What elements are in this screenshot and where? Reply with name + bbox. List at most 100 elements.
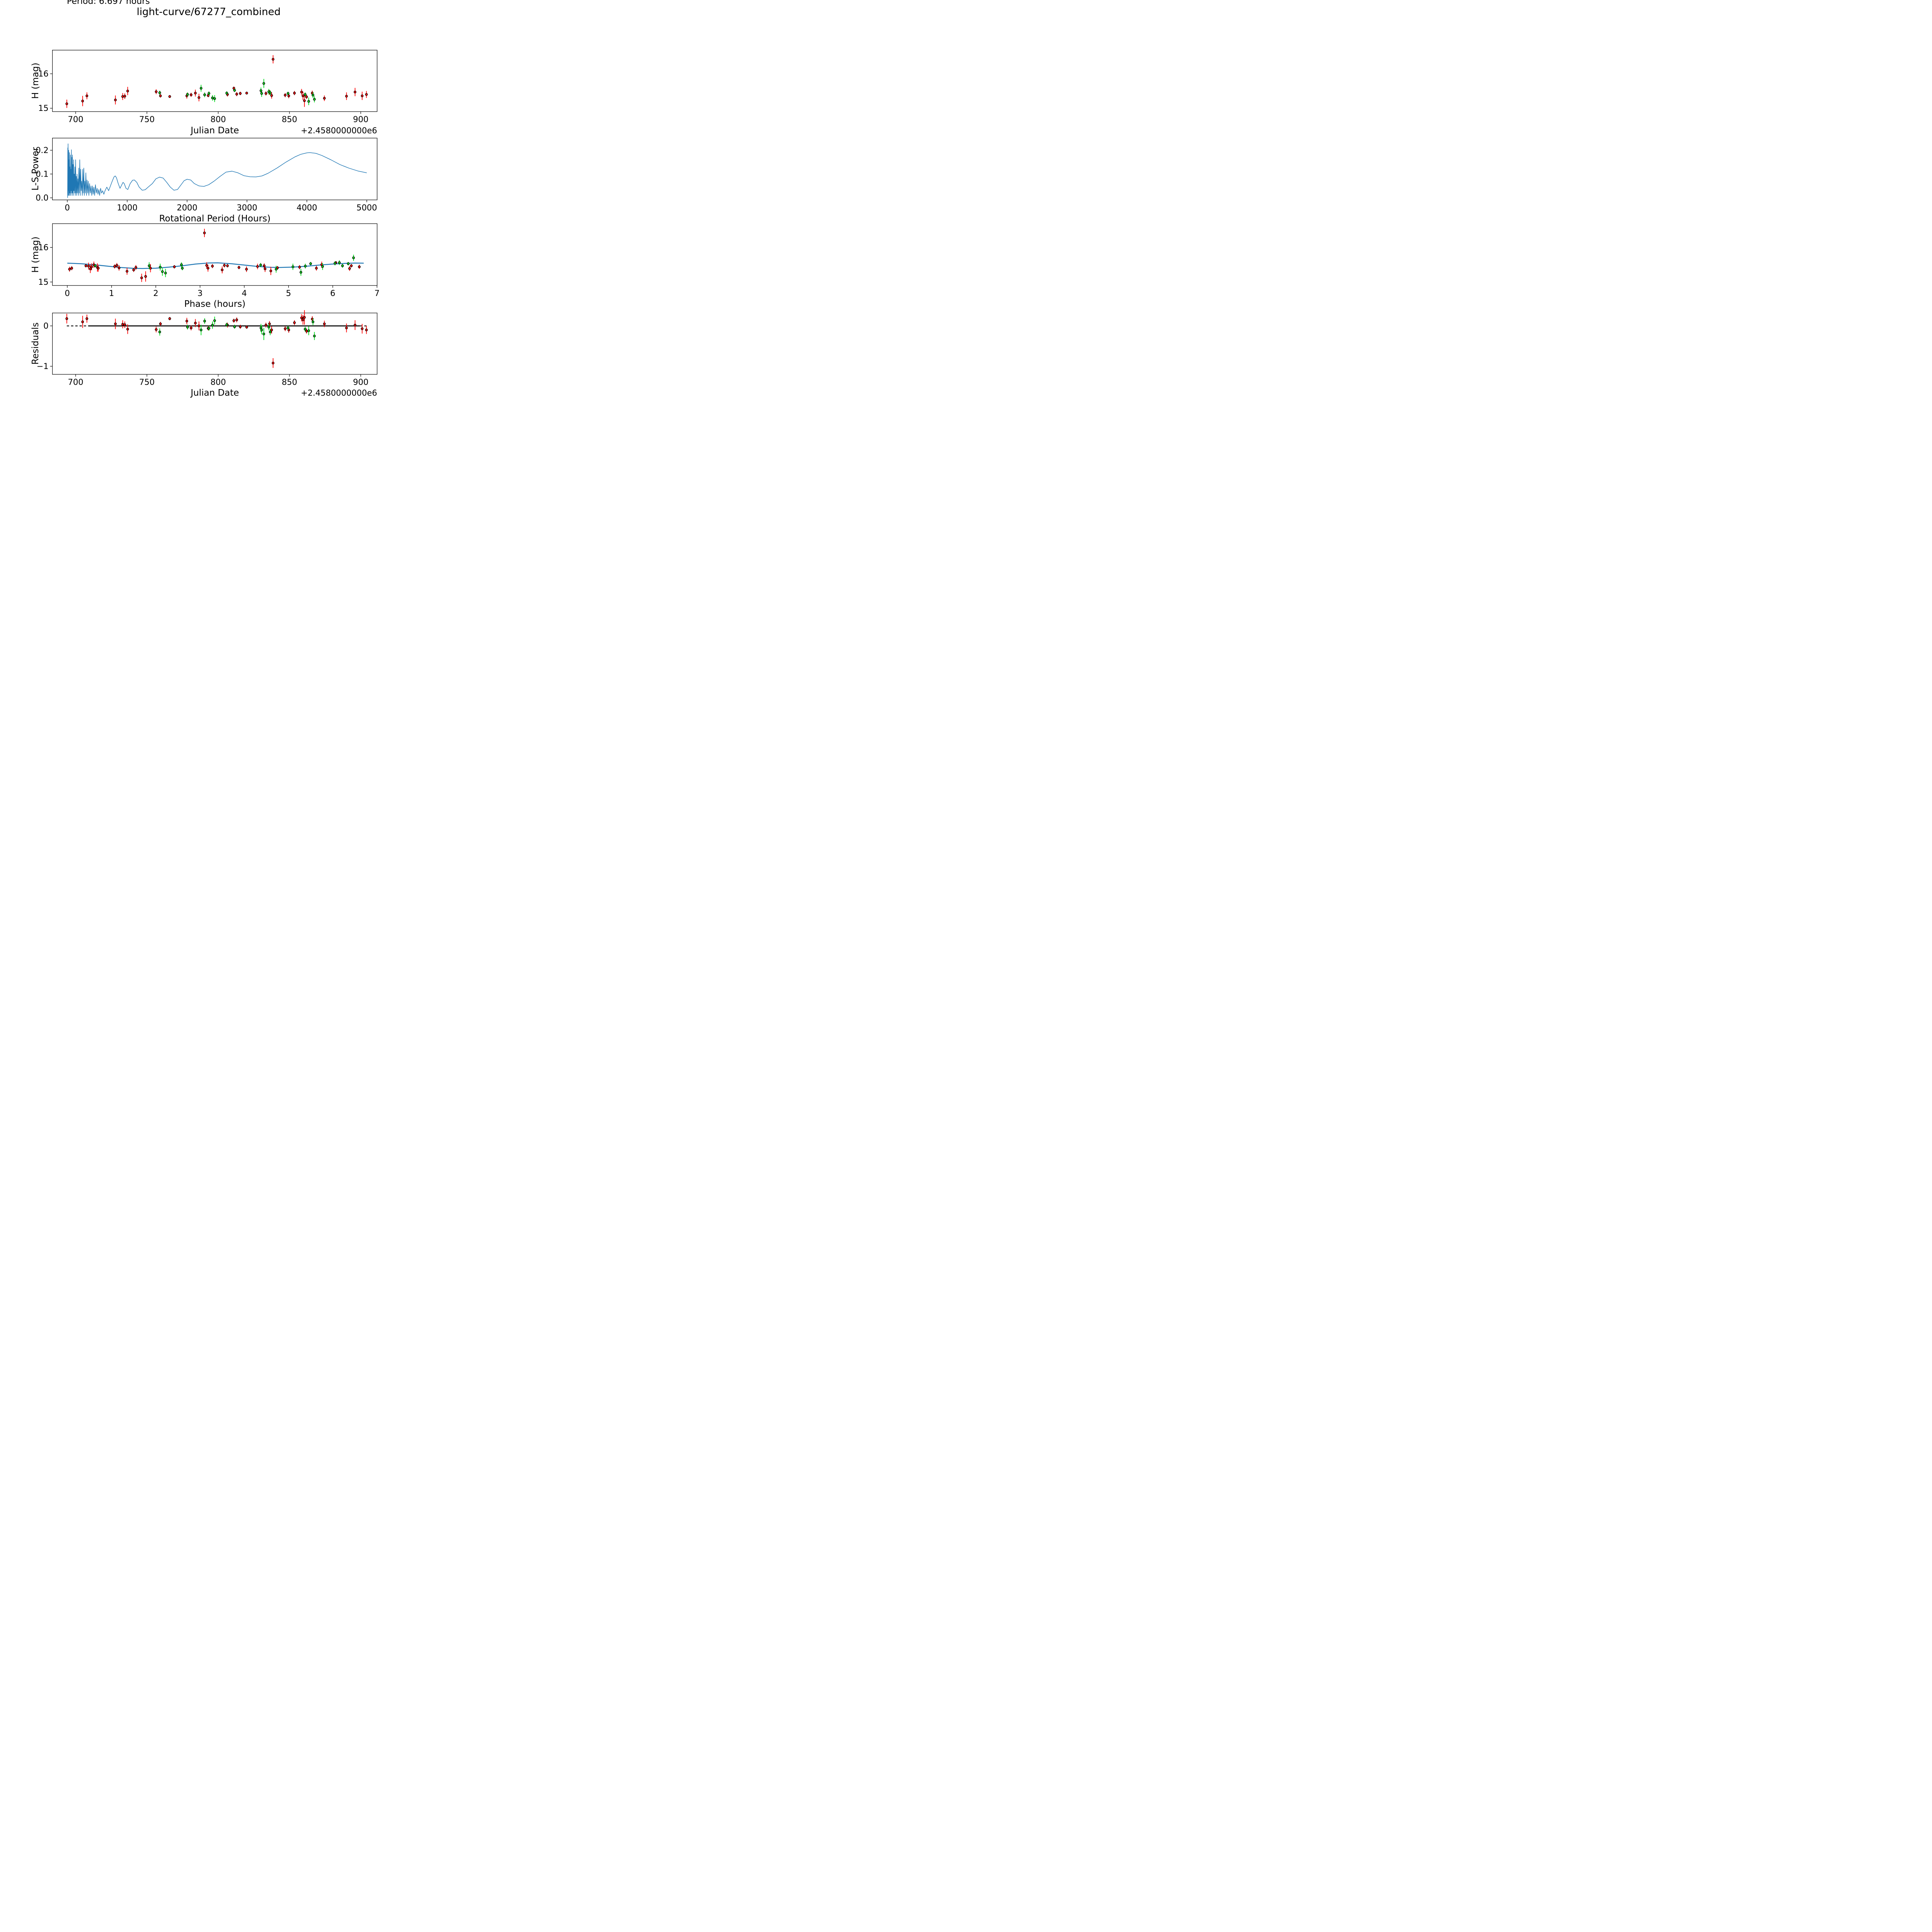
- y-axis-label-residuals: Residuals: [31, 322, 41, 365]
- data-point: [197, 324, 201, 327]
- data-point: [263, 264, 266, 267]
- ls-power-curve: [67, 143, 367, 198]
- y-tick-label-jd-lightcurve: 15: [38, 104, 49, 113]
- data-point: [126, 270, 129, 273]
- data-point: [259, 264, 262, 267]
- data-point: [89, 267, 92, 270]
- data-point: [190, 327, 193, 330]
- figure: Period: 6.697 hours light-curve/67277_co…: [0, 0, 417, 417]
- data-point: [144, 275, 147, 278]
- data-point: [267, 326, 270, 329]
- data-point: [315, 267, 318, 270]
- x-axis-offset-top: +2.4580000000e6: [301, 126, 377, 135]
- data-point: [313, 98, 316, 101]
- data-point: [149, 267, 152, 270]
- data-point: [361, 94, 364, 97]
- data-point: [321, 265, 324, 268]
- data-point: [123, 95, 126, 98]
- y-tick-label-periodogram: 0.2: [36, 146, 48, 155]
- data-point: [301, 94, 304, 97]
- x-tick-label-periodogram: 0: [65, 203, 70, 212]
- data-point: [87, 265, 90, 268]
- y-tick-label-phased-lightcurve: 16: [38, 243, 49, 252]
- x-tick-label-residuals: 700: [68, 378, 83, 387]
- data-point: [298, 265, 301, 269]
- x-tick-label-jd-lightcurve: 750: [139, 115, 155, 124]
- data-point: [260, 92, 263, 95]
- data-point: [190, 93, 193, 96]
- data-point: [323, 322, 326, 325]
- data-point: [262, 332, 265, 335]
- data-point: [114, 99, 117, 102]
- data-point: [333, 262, 337, 265]
- data-point: [180, 263, 183, 266]
- data-point: [134, 266, 138, 269]
- data-point: [245, 326, 248, 329]
- data-point: [304, 265, 307, 268]
- data-point: [85, 317, 88, 320]
- x-axis-label-julian-date-top: Julian Date: [190, 126, 239, 136]
- data-point: [68, 268, 71, 271]
- data-point: [256, 265, 259, 268]
- data-point: [221, 269, 224, 271]
- x-tick-label-phased-lightcurve: 6: [330, 289, 335, 298]
- x-tick-label-periodogram: 3000: [236, 203, 257, 212]
- data-point: [207, 327, 211, 330]
- data-point: [226, 264, 229, 267]
- data-point: [291, 265, 294, 268]
- data-point: [132, 269, 135, 271]
- data-point: [232, 319, 235, 322]
- data-point: [264, 323, 267, 327]
- data-point: [286, 327, 289, 330]
- data-point: [365, 328, 368, 332]
- data-point: [299, 271, 303, 274]
- y-axis-label-h-mag-phase: H (mag): [31, 236, 41, 273]
- data-point: [347, 262, 350, 265]
- data-point: [113, 265, 116, 268]
- data-point: [303, 316, 306, 319]
- data-point: [155, 328, 158, 331]
- data-point: [269, 269, 272, 272]
- data-point: [305, 330, 308, 333]
- data-point: [81, 320, 84, 323]
- data-point: [158, 91, 161, 94]
- data-point: [173, 265, 176, 268]
- data-point: [275, 268, 278, 271]
- data-point: [203, 320, 206, 323]
- data-point: [168, 95, 171, 98]
- data-point: [186, 93, 189, 96]
- data-point: [161, 270, 164, 273]
- data-point: [293, 92, 296, 95]
- data-point: [301, 318, 304, 321]
- data-point: [354, 90, 357, 94]
- y-tick-label-jd-lightcurve: 16: [38, 69, 49, 78]
- data-point: [354, 323, 357, 327]
- data-point: [123, 323, 126, 326]
- data-point: [158, 330, 161, 333]
- x-axis-label-phase-hours: Phase (hours): [184, 299, 246, 309]
- data-point: [272, 362, 275, 364]
- data-point: [235, 318, 238, 321]
- y-tick-label-phased-lightcurve: 15: [38, 277, 49, 287]
- data-point: [140, 276, 143, 279]
- data-point: [259, 89, 262, 92]
- x-tick-label-jd-lightcurve: 850: [282, 115, 297, 124]
- data-point: [211, 323, 214, 327]
- y-axis-label-ls-power: L-S Power: [31, 147, 41, 191]
- data-point: [286, 92, 289, 95]
- data-point: [70, 267, 73, 270]
- data-point: [199, 87, 202, 90]
- green-phase-points: [94, 255, 355, 277]
- data-point: [223, 264, 226, 267]
- data-point: [341, 264, 344, 267]
- data-point: [300, 316, 303, 319]
- data-point: [309, 262, 312, 265]
- data-point: [168, 317, 171, 320]
- data-point: [345, 95, 348, 98]
- panel-jd-lightcurve: 700 750 800 850 900 16 15: [38, 50, 378, 124]
- data-point: [338, 261, 341, 264]
- data-point: [323, 97, 326, 100]
- data-point: [197, 96, 201, 99]
- data-point: [121, 95, 124, 98]
- data-point: [304, 93, 307, 96]
